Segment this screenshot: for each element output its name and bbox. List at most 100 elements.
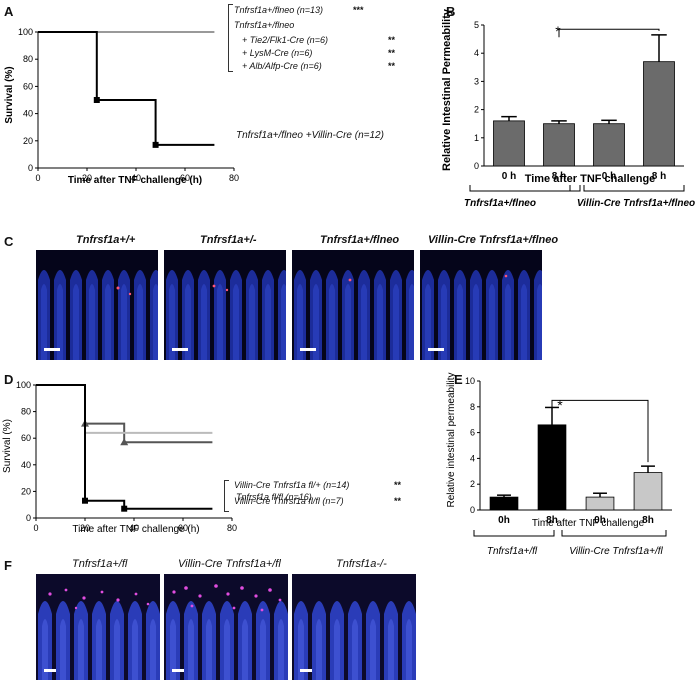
panel-c-title-4: Villin-Cre Tnfrsf1a+/flneo: [428, 234, 559, 246]
x-tick-label: 80: [229, 173, 239, 183]
bar: [493, 120, 525, 167]
significance-bracket: [558, 28, 660, 38]
y-tick-label: 4: [470, 453, 475, 463]
legend-item-lysm: + LysM-Cre (n=6): [242, 48, 313, 58]
panel-a-letter: A: [4, 4, 14, 19]
panel-e-bar-chart: 0 2 4 6 8 10 0h 8h 0h 8h Relative intestinal per…: [446, 372, 672, 557]
panel-a-legend: Tnfrsf1a+/flneo (n=13) *** Tnfrsf1a+/fln…: [228, 4, 438, 74]
y-tick-label: 20: [21, 486, 31, 496]
micrograph-c2: [164, 250, 286, 360]
y-tick-label: 8: [470, 402, 475, 412]
y-tick-label: 1: [474, 133, 479, 143]
bar-label: 8 h: [552, 171, 566, 182]
data-point: [152, 141, 159, 148]
legend-stars: **: [394, 480, 402, 490]
panel-b-group-1: Tnfrsf1a+/flneo: [464, 198, 536, 209]
panel-f-title-2: Villin-Cre Tnfrsf1a+/fl: [178, 558, 281, 570]
data-point: [82, 497, 88, 504]
panel-b-ylabel-text: Relative Intestinal Permeability: [441, 8, 453, 171]
panel-b-bar-chart: 0 1 2 3 4 5 0 h 8 h 0 h 8 h Relative Intestinal …: [441, 8, 695, 209]
y-tick-label: 0: [26, 513, 31, 523]
y-tick-label: 2: [474, 105, 479, 115]
panel-a-survival-chart: 0 20 40 60 80 100 0 20 40 60 80 Survival (%) Time …: [4, 27, 239, 186]
y-tick-label: 80: [21, 407, 31, 417]
y-tick-label: 5: [474, 20, 479, 30]
panel-c-letter: C: [4, 234, 14, 249]
panel-d-xlabel: Time after TNF challenge (h): [72, 524, 199, 535]
bar: [633, 472, 663, 511]
legend-stars: ***: [353, 5, 364, 15]
micrograph-c4: [420, 250, 542, 360]
significance-bracket: [551, 399, 649, 463]
panel-d-flfl-label: Tnfrsf1a fl/fl (n=16): [236, 492, 312, 502]
x-tick-label: 20: [82, 173, 92, 183]
panel-a-villin-label: Tnfrsf1a+/flneo +Villin-Cre (n=12): [236, 130, 384, 141]
panel-a-xlabel: Time after TNF challenge (h): [68, 175, 202, 186]
bar-label: 0 h: [502, 171, 516, 182]
panel-d-letter: D: [4, 372, 14, 387]
panel-c-title-2: Tnfrsf1a+/-: [200, 234, 257, 246]
panel-c-title-3: Tnfrsf1a+/flneo: [320, 234, 400, 246]
legend-item-flneo-group: Tnfrsf1a+/flneo: [234, 20, 295, 30]
bar-label: 8 h: [652, 171, 666, 182]
bar: [537, 424, 567, 511]
panel-f-title-3: Tnfrsf1a-/-: [336, 558, 387, 570]
y-tick-label: 100: [16, 380, 31, 390]
panel-b-xlabel: Time after TNF challenge: [525, 173, 656, 185]
y-tick-label: 6: [470, 428, 475, 438]
panel-e-letter: E: [454, 372, 463, 387]
bar: [585, 496, 615, 511]
y-tick-label: 60: [21, 433, 31, 443]
panel-e-group-2: Villin-Cre Tnfrsf1a+/fl: [569, 546, 663, 557]
panel-e-sig: *: [557, 397, 563, 413]
legend-item-tie2: + Tie2/Flk1-Cre (n=6): [242, 35, 328, 45]
bar: [593, 123, 625, 167]
x-tick-label: 60: [178, 523, 188, 533]
panel-a-ylabel: Survival (%): [4, 66, 15, 123]
bar-label: 0h: [594, 515, 606, 526]
panel-f-title-1: Tnfrsf1a+/fl: [72, 558, 128, 570]
bar-label: 0 h: [602, 171, 616, 182]
micrograph-f3: [292, 574, 416, 680]
y-tick-label: 0: [28, 163, 33, 173]
y-tick-label: 0: [470, 505, 475, 515]
panel-d-survival-chart: 0 20 40 60 80 100 0 20 40 60 80 Survival (%) Time …: [2, 380, 237, 535]
bar: [643, 61, 675, 167]
y-tick-label: 20: [23, 136, 33, 146]
y-tick-label: 60: [23, 81, 33, 91]
micrograph-c1: [36, 250, 158, 360]
legend-item-fl-fl: Villin-Cre Tnfrsf1a fl/fl (n=7): [234, 496, 344, 506]
x-tick-label: 20: [80, 523, 90, 533]
y-tick-label: 40: [21, 460, 31, 470]
x-tick-label: 0: [33, 523, 38, 533]
x-tick-label: 80: [227, 523, 237, 533]
legend-stars: **: [388, 61, 396, 71]
survival-series-line: [38, 31, 215, 146]
y-tick-label: 100: [18, 27, 33, 37]
survival-series-line: [36, 384, 213, 510]
panel-b-group-2: Villin-Cre Tnfrsf1a+/flneo: [577, 198, 695, 209]
legend-item-fl-plus: Villin-Cre Tnfrsf1a fl/+ (n=14): [234, 480, 350, 490]
micrograph-f2: [164, 574, 288, 680]
panel-d-legend: Villin-Cre Tnfrsf1a fl/+ (n=14) ** Villi…: [224, 480, 414, 516]
y-tick-label: 4: [474, 48, 479, 58]
legend-stars: **: [388, 35, 396, 45]
panel-d-ylabel: Survival (%): [2, 419, 13, 473]
y-tick-label: 10: [465, 376, 475, 386]
panel-e-ylabel: Relative intestinal permeability: [446, 372, 457, 507]
panel-c-title-1: Tnfrsf1a+/+: [76, 234, 136, 246]
legend-stars: **: [394, 496, 402, 506]
panel-e-xlabel: Time after TNF challenge: [532, 518, 645, 529]
y-tick-label: 40: [23, 109, 33, 119]
scale-bar: [172, 669, 184, 672]
legend-item-flneo: Tnfrsf1a+/flneo (n=13): [234, 5, 324, 15]
data-point: [121, 505, 128, 512]
scale-bar: [172, 348, 188, 351]
scale-bar: [428, 348, 444, 351]
bar-label: 0h: [498, 515, 510, 526]
bar: [543, 123, 575, 167]
panel-e-group-1: Tnfrsf1a+/fl: [487, 546, 538, 557]
y-tick-label: 80: [23, 54, 33, 64]
y-tick-label: 0: [474, 161, 479, 171]
scale-bar: [300, 348, 316, 351]
